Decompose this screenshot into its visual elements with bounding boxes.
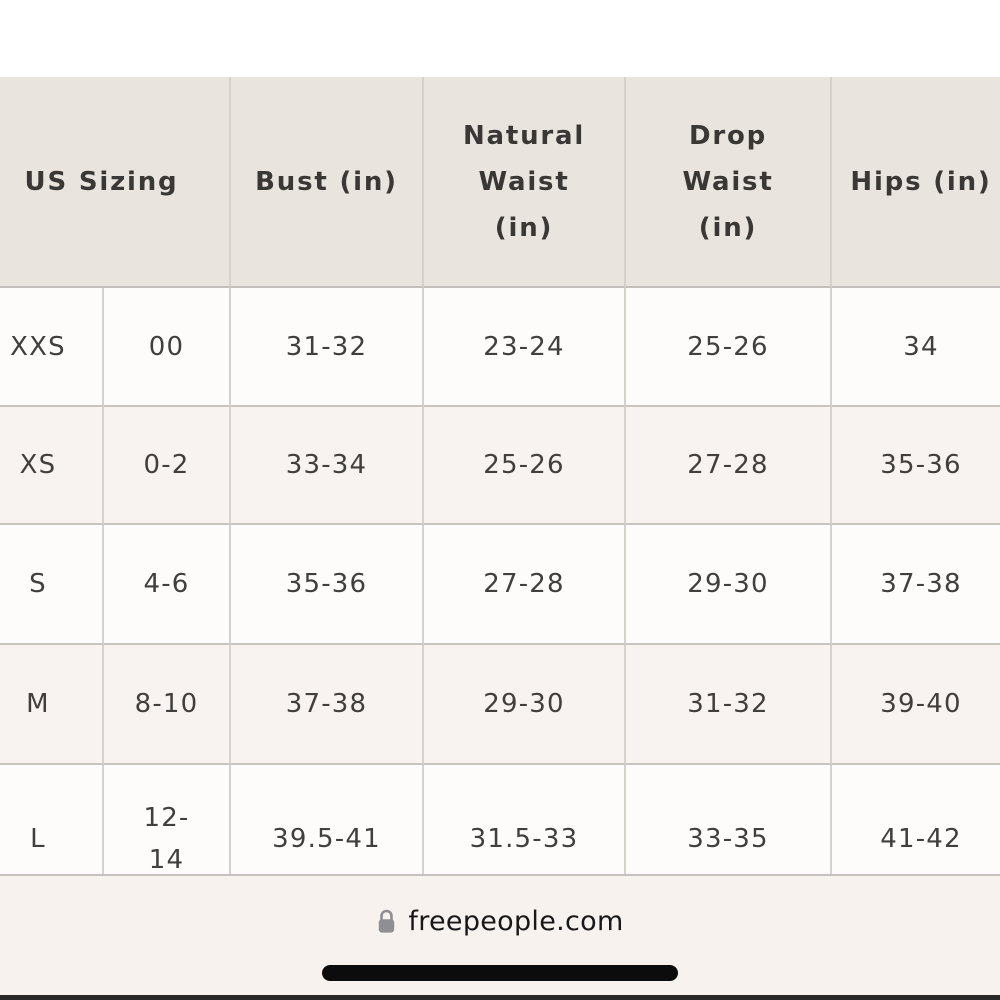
natural-waist-cell: 25-26 [424, 407, 626, 525]
us-size-value: 12-14 [143, 803, 190, 875]
col-header-hips: Hips (in) [832, 77, 1000, 288]
size-cell: XS [0, 407, 104, 525]
natural-waist-cell: 31.5-33 [424, 765, 626, 874]
bust-cell: 37-38 [231, 645, 424, 765]
bust-cell: 39.5-41 [231, 765, 424, 874]
table-row: XS 0-2 33-34 25-26 27-28 35-36 [0, 407, 1000, 525]
us-size-cell: 4-6 [104, 525, 231, 645]
col-header-label: Natural Waist (in) [462, 120, 586, 243]
us-size-cell: 8-10 [104, 645, 231, 765]
size-chart-table: US Sizing Bust (in) Natural Waist (in) D… [0, 77, 1000, 876]
col-header-drop-waist: Drop Waist (in) [626, 77, 832, 288]
table-row: S 4-6 35-36 27-28 29-30 37-38 [0, 525, 1000, 645]
col-header-natural-waist: Natural Waist (in) [424, 77, 626, 288]
hips-cell: 37-38 [832, 525, 1000, 645]
url-text: freepeople.com [408, 906, 624, 937]
bust-cell: 33-34 [231, 407, 424, 525]
col-header-label: Bust (in) [255, 166, 398, 197]
col-header-bust: Bust (in) [231, 77, 424, 288]
drop-waist-cell: 29-30 [626, 525, 832, 645]
col-header-label: Drop Waist (in) [682, 120, 774, 243]
size-cell: S [0, 525, 104, 645]
table-header-row: US Sizing Bust (in) Natural Waist (in) D… [0, 77, 1000, 288]
natural-waist-cell: 23-24 [424, 288, 626, 407]
drop-waist-cell: 31-32 [626, 645, 832, 765]
size-cell: XXS [0, 288, 104, 407]
home-indicator[interactable] [322, 965, 678, 981]
drop-waist-cell: 27-28 [626, 407, 832, 525]
col-header-label: US Sizing [24, 166, 179, 197]
us-size-cell: 00 [104, 288, 231, 407]
hips-cell: 41-42 [832, 765, 1000, 874]
browser-bottom-bar: freepeople.com [0, 876, 1000, 1000]
screen-bottom-edge [0, 995, 1000, 1000]
hips-cell: 34 [832, 288, 1000, 407]
natural-waist-cell: 27-28 [424, 525, 626, 645]
table-row: M 8-10 37-38 29-30 31-32 39-40 [0, 645, 1000, 765]
col-header-label: Hips (in) [850, 166, 992, 197]
bust-cell: 35-36 [231, 525, 424, 645]
url-bar[interactable]: freepeople.com [0, 906, 1000, 937]
natural-waist-cell: 29-30 [424, 645, 626, 765]
size-cell: L [0, 765, 104, 874]
bust-cell: 31-32 [231, 288, 424, 407]
drop-waist-cell: 33-35 [626, 765, 832, 874]
us-size-cell: 12-14 [104, 765, 231, 875]
us-size-cell: 0-2 [104, 407, 231, 525]
table-row: L 12-14 39.5-41 31.5-33 33-35 41-42 [0, 765, 1000, 875]
hips-cell: 35-36 [832, 407, 1000, 525]
table-row: XXS 00 31-32 23-24 25-26 34 [0, 288, 1000, 407]
col-header-us-sizing: US Sizing [0, 77, 231, 288]
lock-icon [379, 909, 395, 933]
size-cell: M [0, 645, 104, 765]
drop-waist-cell: 25-26 [626, 288, 832, 407]
hips-cell: 39-40 [832, 645, 1000, 765]
